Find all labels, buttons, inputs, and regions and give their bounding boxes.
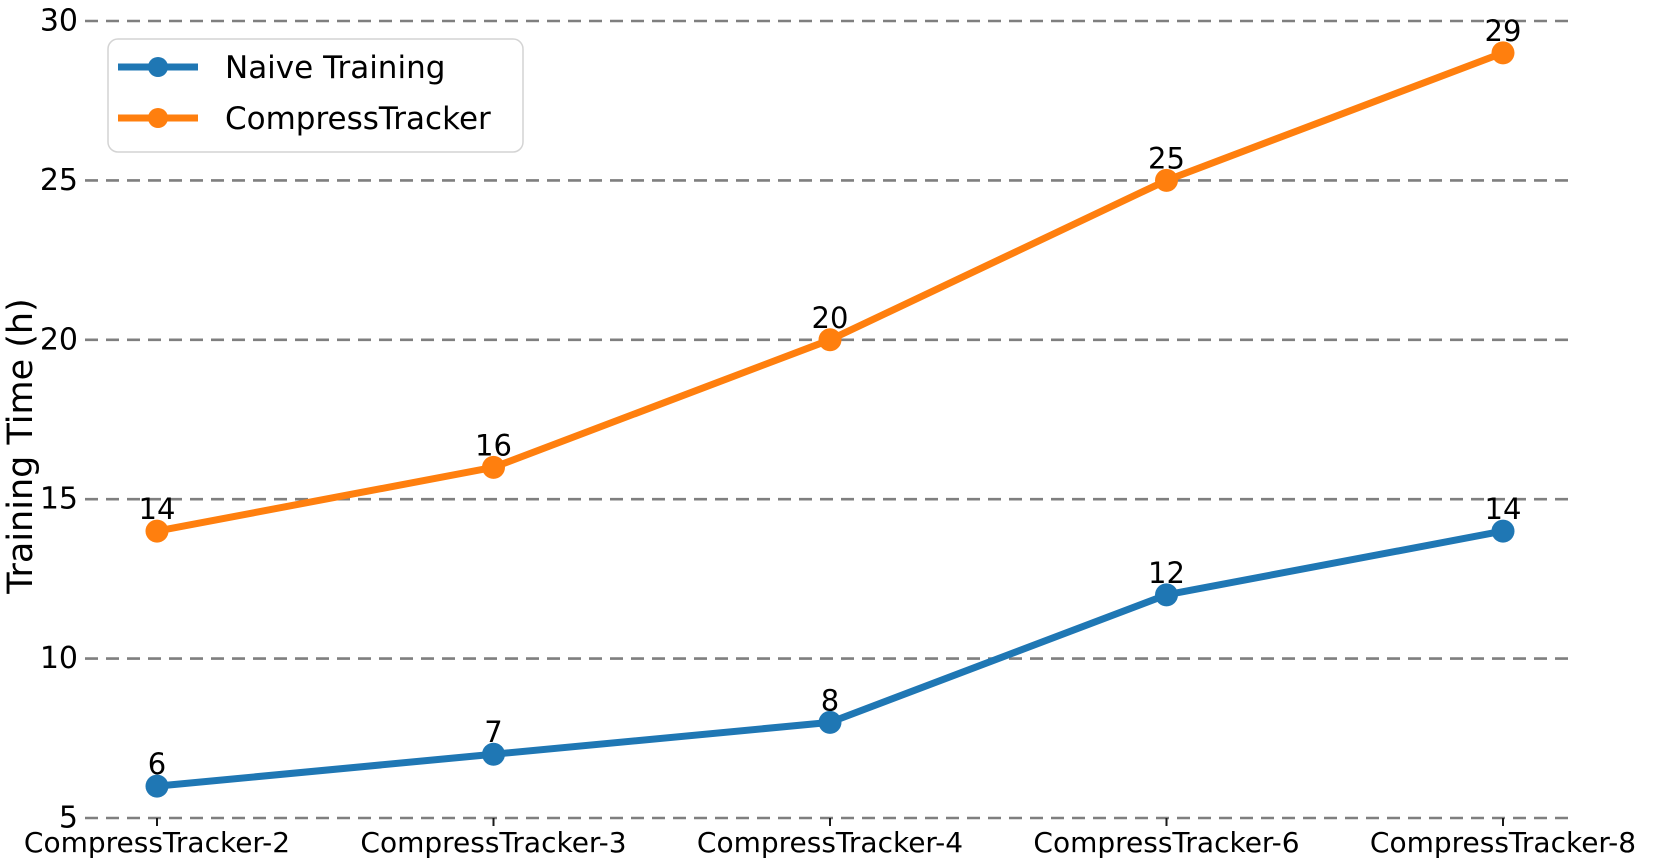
series-naive-training: 6 7 8 12 14 <box>145 492 1522 798</box>
x-tick-label: CompressTracker-6 <box>1033 826 1299 859</box>
y-tick-label: 20 <box>40 322 78 357</box>
y-tick-label: 5 <box>59 801 78 836</box>
x-tick-label: CompressTracker-4 <box>697 826 963 859</box>
series-compresstracker: 14 16 20 25 29 <box>139 14 1522 543</box>
data-point-marker <box>1155 168 1178 192</box>
data-point-marker <box>482 742 505 766</box>
x-tick-label: CompressTracker-3 <box>360 826 626 859</box>
data-point-label: 6 <box>148 747 166 781</box>
data-point-marker <box>1491 41 1515 65</box>
legend-item-naive-training: Naive Training <box>118 50 445 86</box>
data-point-label: 8 <box>821 683 839 717</box>
data-point-marker <box>818 710 842 734</box>
data-point-label: 25 <box>1148 141 1185 175</box>
y-axis-title: Training Time (h) <box>1 298 41 595</box>
data-point-marker <box>1155 583 1178 607</box>
legend-box <box>107 38 524 153</box>
y-tick-label: 10 <box>40 641 78 676</box>
data-point-marker <box>145 774 169 798</box>
x-tick-label: CompressTracker-2 <box>24 826 290 859</box>
legend-item-label: Naive Training <box>225 50 445 86</box>
legend-item-label: CompressTracker <box>225 101 491 137</box>
data-point-label: 29 <box>1485 14 1522 48</box>
y-tick-label: 25 <box>40 163 78 198</box>
legend-sample-marker <box>148 108 168 128</box>
x-axis: CompressTracker-2 CompressTracker-3 Compre… <box>24 818 1636 859</box>
legend-sample-marker <box>148 57 168 77</box>
data-point-marker <box>145 519 169 543</box>
data-point-label: 7 <box>484 715 502 749</box>
data-point-label: 14 <box>1485 492 1522 526</box>
data-point-label: 20 <box>812 301 849 335</box>
data-point-marker <box>1491 519 1515 543</box>
y-tick-label: 15 <box>40 482 78 517</box>
data-point-marker <box>818 328 842 352</box>
data-point-label: 16 <box>475 428 512 462</box>
legend-item-compresstracker: CompressTracker <box>118 101 491 137</box>
y-axis: 5 10 15 20 25 30 Training Time (h) <box>1 4 78 836</box>
y-tick-label: 30 <box>40 4 78 39</box>
legend: Naive Training CompressTracker <box>107 38 524 153</box>
data-point-marker <box>482 455 505 479</box>
data-point-label: 14 <box>139 492 176 526</box>
data-point-label: 12 <box>1148 556 1185 590</box>
x-tick-label: CompressTracker-8 <box>1370 826 1636 859</box>
